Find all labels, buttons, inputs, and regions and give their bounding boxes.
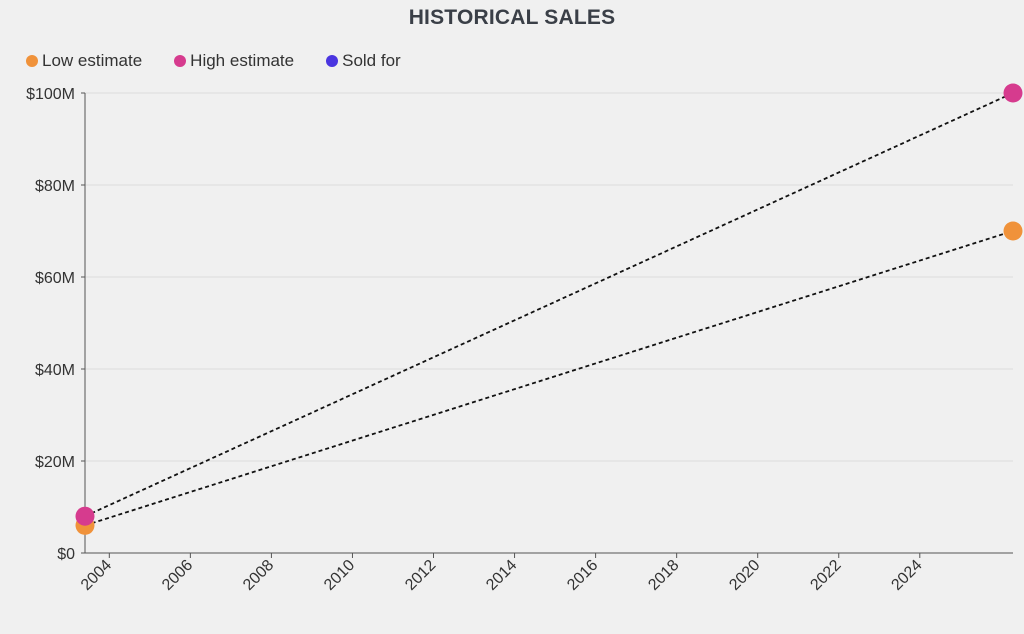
legend-swatch-high-estimate — [174, 55, 187, 67]
legend-label-low-estimate: Low estimate — [42, 51, 143, 70]
x-tick-label: 2022 — [807, 557, 844, 594]
y-tick-label: $60M — [35, 270, 75, 287]
series-lines — [84, 92, 1014, 527]
data-point-low-estimate[interactable] — [1003, 221, 1023, 241]
axes — [84, 93, 1013, 554]
legend-item-sold-for[interactable]: Sold for — [326, 51, 401, 71]
legend-label-high-estimate: High estimate — [190, 51, 295, 70]
legend-swatch-low-estimate — [26, 55, 38, 67]
x-tick-label: 2016 — [564, 557, 601, 594]
y-tick-label: $20M — [35, 454, 75, 471]
x-tick-label: 2020 — [726, 557, 763, 594]
y-tick-label: $0 — [57, 546, 75, 563]
series-line-low-estimate — [84, 230, 1014, 527]
legend-item-low-estimate[interactable]: Low estimate — [26, 51, 142, 71]
legend-swatch-sold-for — [326, 55, 339, 67]
x-tick-label: 2010 — [321, 557, 358, 594]
x-tick-label: 2008 — [240, 557, 277, 594]
x-tick-label: 2004 — [78, 557, 115, 594]
data-point-high-estimate[interactable] — [1003, 83, 1023, 103]
x-tick-label: 2012 — [402, 557, 439, 594]
x-tick-label: 2006 — [159, 557, 196, 594]
y-tick-label: $80M — [35, 178, 75, 195]
y-tick-label: $40M — [35, 362, 75, 379]
x-tick-label: 2024 — [888, 557, 925, 594]
legend-item-high-estimate[interactable]: High estimate — [174, 51, 294, 71]
grid-lines — [85, 92, 1013, 462]
y-axis-ticks: $0 $20M $40M $60M $80M $100M — [26, 86, 85, 563]
x-tick-label: 2018 — [645, 557, 682, 594]
series-line-high-estimate — [84, 92, 1014, 518]
series-points — [75, 83, 1023, 535]
chart-legend: Low estimate High estimate Sold for — [26, 51, 433, 71]
x-axis-ticks: 2004 2006 2008 2010 2012 2014 2016 2018 2020 2022… — [78, 553, 926, 594]
x-tick-label: 2014 — [483, 557, 520, 594]
data-point-high-estimate[interactable] — [75, 506, 95, 526]
chart-title: HISTORICAL SALES — [408, 6, 616, 29]
legend-label-sold-for: Sold for — [342, 51, 401, 70]
y-tick-label: $100M — [26, 86, 75, 103]
